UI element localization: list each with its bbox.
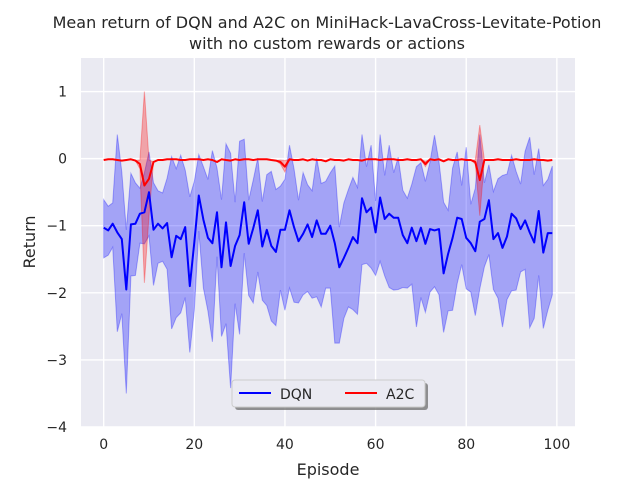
x-tick-label: 80: [457, 437, 475, 453]
band-dqn: [103, 134, 553, 394]
y-tick-label: −2: [46, 286, 67, 302]
y-axis-label: Return: [20, 215, 39, 268]
line-a2c: [103, 158, 553, 187]
x-tick-label: 100: [544, 437, 571, 453]
plot-area: [81, 58, 575, 427]
x-tick-label: 0: [99, 437, 108, 453]
legend-label-a2c: A2C: [386, 387, 414, 403]
line-dqn: [103, 191, 553, 291]
tick-labels: 0 20 40 60 80 100 −4 −3 −2 −1 0 1: [46, 85, 570, 453]
x-tick-label: 40: [276, 437, 294, 453]
legend-box: [231, 379, 426, 408]
legend: DQN A2C: [231, 379, 428, 410]
x-tick-label: 20: [185, 437, 203, 453]
y-tick-label: −4: [46, 420, 67, 436]
legend-label-dqn: DQN: [280, 387, 312, 403]
x-axis-label: Episode: [297, 460, 360, 479]
x-tick-label: 60: [367, 437, 385, 453]
series-layer: [103, 91, 553, 394]
chart-subtitle: with no custom rewards or actions: [189, 34, 465, 53]
y-tick-label: −3: [46, 353, 67, 369]
y-tick-label: −1: [46, 219, 67, 235]
chart-title: Mean return of DQN and A2C on MiniHack-L…: [53, 13, 602, 32]
y-tick-label: 1: [58, 85, 67, 101]
y-tick-label: 0: [58, 152, 67, 168]
